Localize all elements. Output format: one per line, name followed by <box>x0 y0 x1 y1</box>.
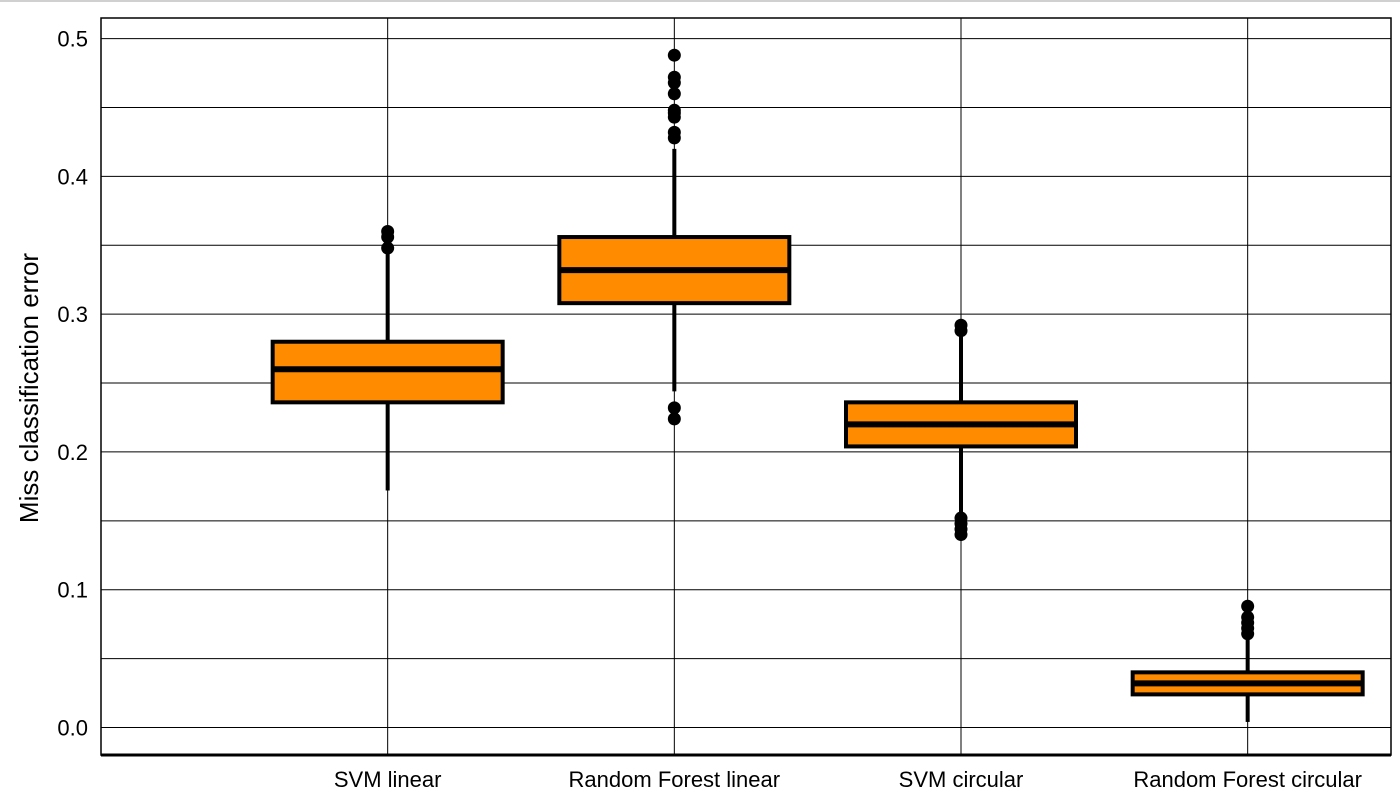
y-tick-label: 0.3 <box>57 302 88 327</box>
y-tick-label: 0.4 <box>57 164 88 189</box>
y-tick-label: 0.1 <box>57 578 88 603</box>
outlier-point <box>381 241 395 255</box>
x-tick-label: SVM circular <box>899 767 1024 792</box>
outlier-point <box>1241 599 1255 613</box>
outlier-point <box>667 48 681 62</box>
box-2 <box>557 48 792 426</box>
outlier-point <box>667 412 681 426</box>
x-tick-label: SVM linear <box>334 767 442 792</box>
outlier-point <box>381 225 395 239</box>
y-tick-label: 0.0 <box>57 715 88 740</box>
tick-labels: 0.0 0.1 0.2 0.3 0.4 0.5 SVM linear Random Fores… <box>57 27 1362 792</box>
outlier-point <box>667 70 681 84</box>
box-3 <box>844 318 1078 542</box>
boxes <box>270 48 1365 722</box>
outlier-point <box>667 103 681 117</box>
outlier-point <box>667 87 681 101</box>
outlier-point <box>954 318 968 332</box>
box-1 <box>270 225 505 491</box>
box-4 <box>1130 599 1365 722</box>
outlier-point <box>954 511 968 525</box>
outlier-point <box>667 401 681 415</box>
y-tick-label: 0.5 <box>57 27 88 52</box>
x-tick-label: Random Forest circular <box>1133 767 1362 792</box>
outlier-point <box>1241 610 1255 624</box>
x-tick-label: Random Forest linear <box>569 767 781 792</box>
outlier-point <box>667 125 681 139</box>
y-tick-label: 0.2 <box>57 440 88 465</box>
y-axis-title: Miss classification error <box>14 253 44 524</box>
